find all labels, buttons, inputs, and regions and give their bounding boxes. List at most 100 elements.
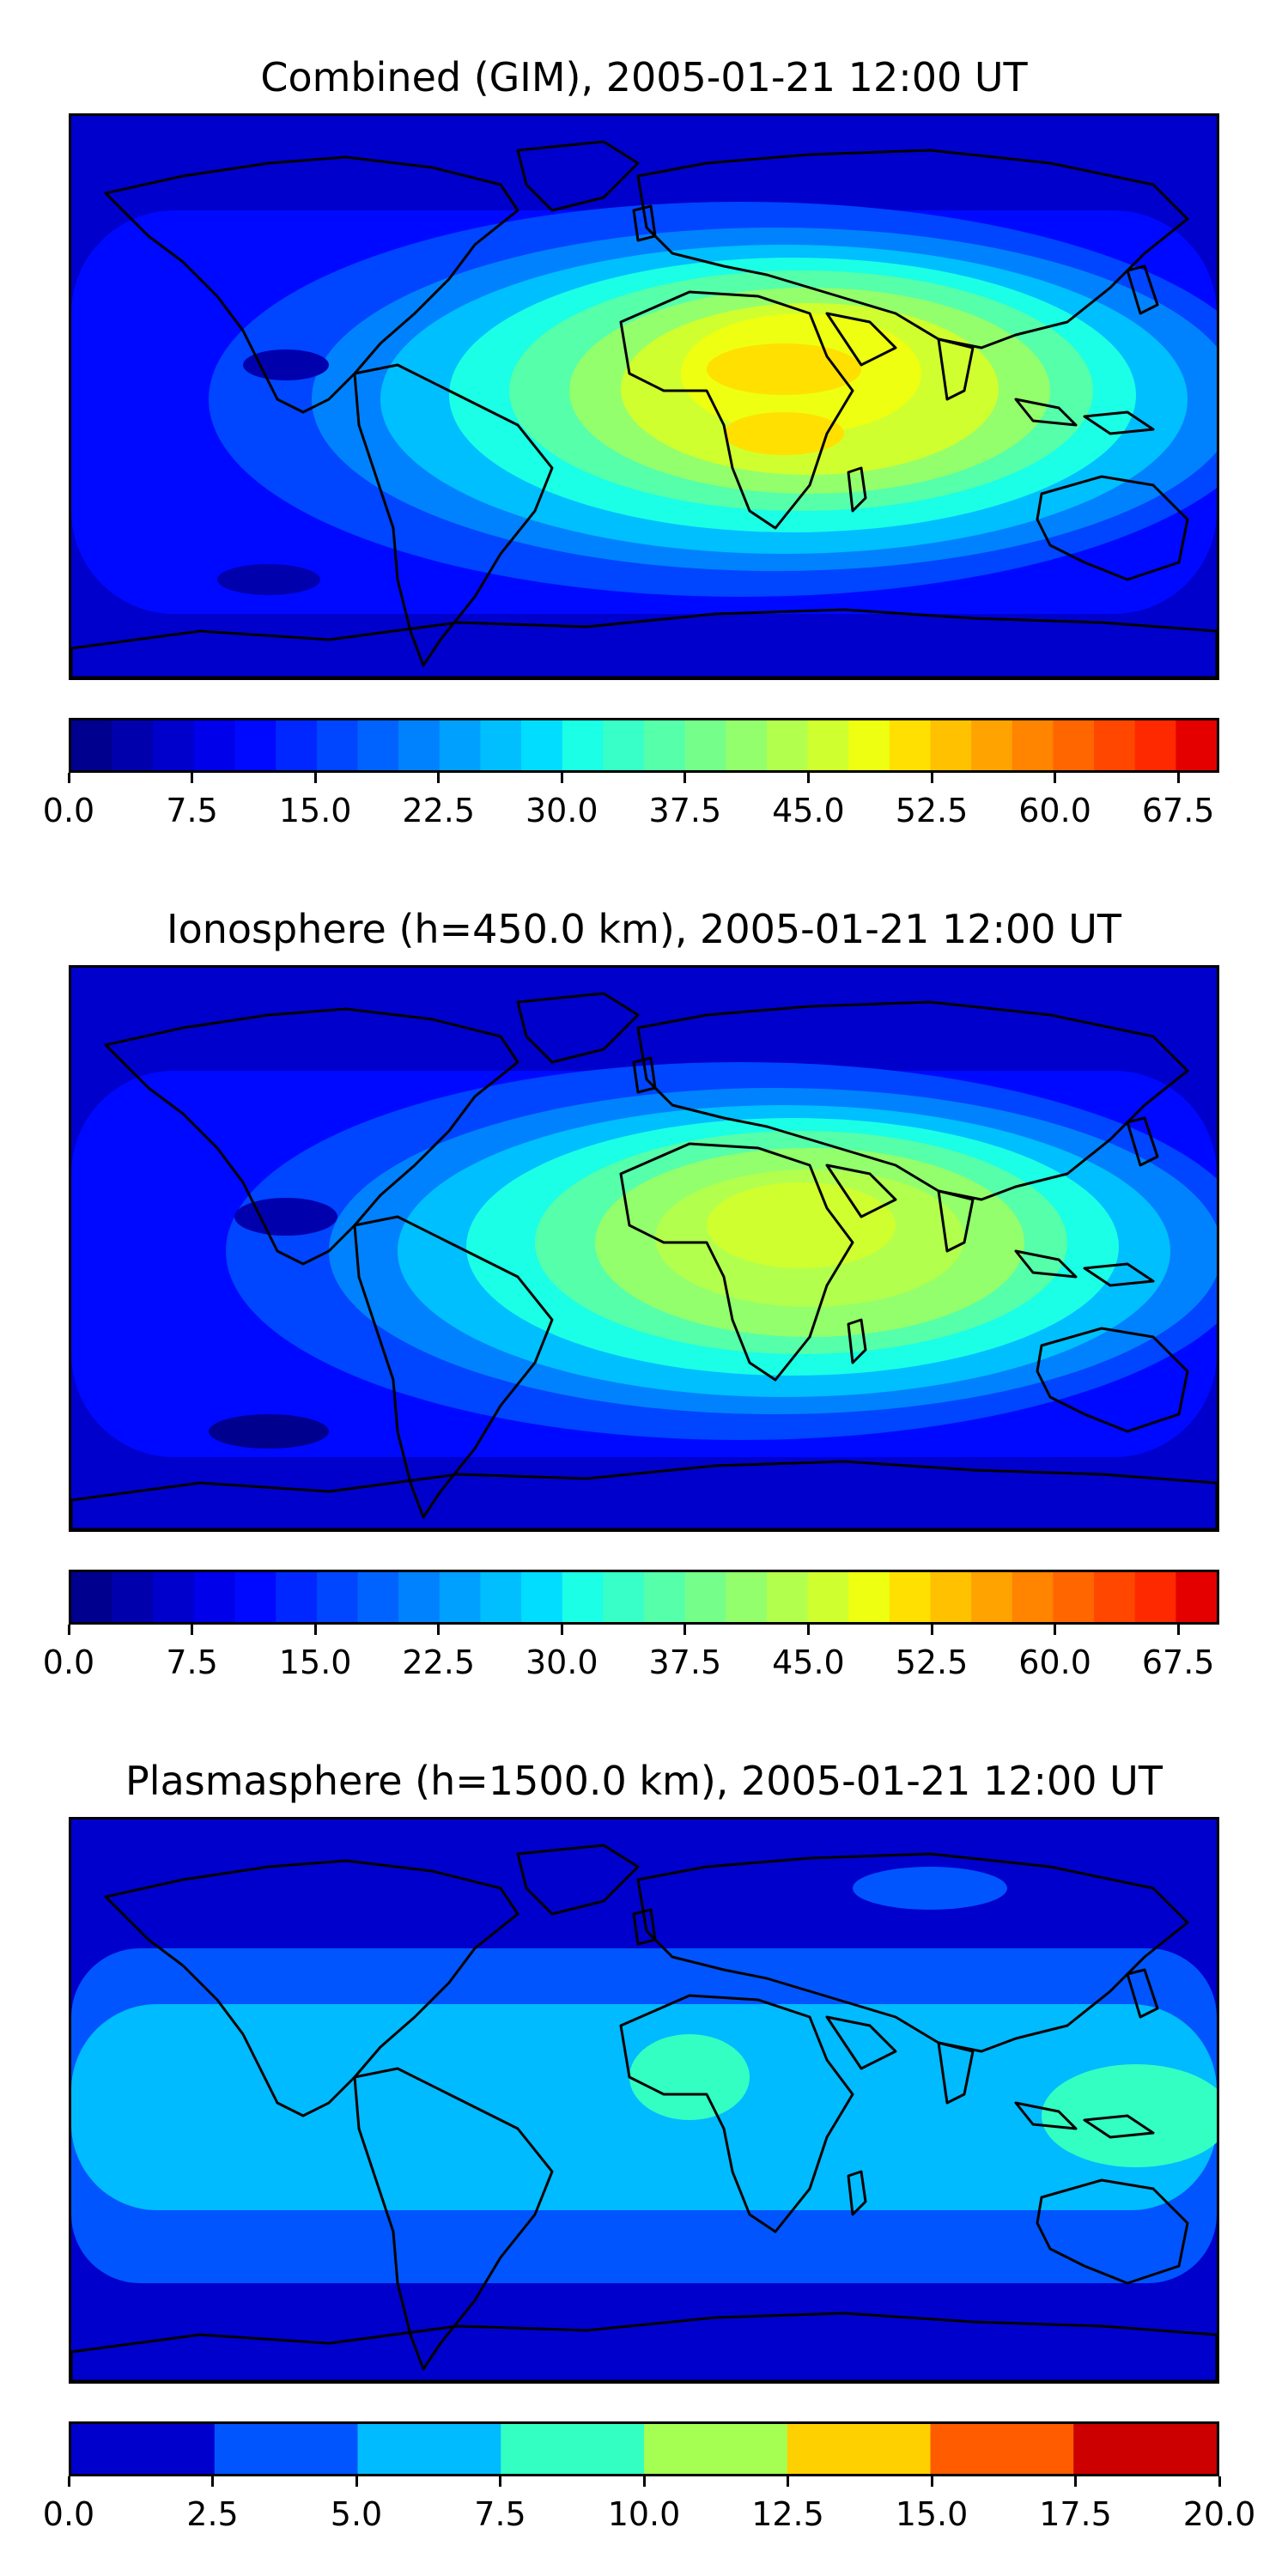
panel-1-title: Combined (GIM), 2005-01-21 12:00 UT: [260, 54, 1028, 100]
map-2-coastline-9: [1014, 1249, 1078, 1279]
map-3-contour-band-1: [71, 2004, 1217, 2210]
colorbar-2-tick-mark: [67, 1625, 70, 1635]
colorbar-1-tick-mark: [191, 773, 194, 783]
colorbar-1-tick-label: 22.5: [402, 792, 476, 829]
map-1-contour-band-11: [217, 564, 320, 595]
map-2-coastline-10: [1083, 1262, 1155, 1287]
colorbar-1-segment-14: [644, 720, 686, 770]
colorbar-2-tick-mark: [313, 1625, 317, 1635]
map-2-coastline-3: [619, 1142, 854, 1382]
map-2-coastline-1: [516, 992, 640, 1064]
map-3-coastline-5: [825, 2015, 897, 2070]
colorbar-1-segment-19: [848, 720, 890, 770]
colorbar-2-tick-mark: [806, 1625, 810, 1635]
map-1-coastline-1: [516, 140, 640, 212]
colorbar-2-segment-16: [726, 1572, 768, 1622]
colorbar-3-segment-07: [1073, 2424, 1217, 2474]
colorbar-2-tick-label: 30.0: [525, 1643, 598, 1681]
colorbar-1-segment-10: [480, 720, 522, 770]
colorbar-2-tick-label: 45.0: [772, 1643, 845, 1681]
map-1-coastline-12: [632, 204, 657, 242]
colorbar-2-tick-label: 67.5: [1141, 1643, 1215, 1681]
colorbar-3-tick-label: 15.0: [895, 2495, 969, 2533]
map-1-coastline-13: [71, 608, 1217, 677]
colorbar-1-segment-23: [1012, 720, 1054, 770]
map-1-coastline-10: [1083, 410, 1155, 435]
colorbar-3-tick-mark: [211, 2476, 214, 2487]
colorbar-3-segment-05: [787, 2424, 931, 2474]
colorbar-2-segment-25: [1094, 1572, 1136, 1622]
colorbar-2-segment-03: [193, 1572, 236, 1622]
colorbar-2-tick-mark: [683, 1625, 687, 1635]
colorbar-1-segment-20: [889, 720, 931, 770]
map-1-coastline-11: [1126, 264, 1159, 315]
map-1-coastline-3: [619, 290, 854, 530]
colorbar-2-segment-07: [357, 1572, 399, 1622]
colorbar-2-tick-mark: [560, 1625, 563, 1635]
colorbar-1-segment-09: [439, 720, 481, 770]
map-2-coastline-2: [353, 1215, 554, 1519]
colorbar-1-segment-12: [562, 720, 604, 770]
colorbar-2-segment-08: [398, 1572, 440, 1622]
colorbar-3-tick-label: 0.0: [42, 2495, 95, 2533]
colorbar-1-segment-16: [726, 720, 768, 770]
map-3-coastline-3: [619, 1994, 854, 2233]
panel-2-title: Ionosphere (h=450.0 km), 2005-01-21 12:0…: [167, 906, 1121, 952]
colorbar-3-tick-label: 20.0: [1182, 2495, 1256, 2533]
colorbar-1-tick-mark: [683, 773, 687, 783]
map-1-coastline-7: [847, 466, 867, 513]
colorbar-3-tick-label: 12.5: [751, 2495, 824, 2533]
colorbar-1-tick-label: 7.5: [166, 792, 218, 829]
colorbar-1-segment-08: [398, 720, 440, 770]
plasmasphere-map: [69, 1817, 1219, 2384]
colorbar-3-segment-00: [71, 2424, 216, 2474]
map-1-coastline-4: [636, 149, 1189, 349]
map-2-contour-band-9: [209, 1414, 329, 1449]
colorbar-2-segment-05: [276, 1572, 318, 1622]
colorbar-2-segment-20: [889, 1572, 931, 1622]
colorbar-2-segment-04: [234, 1572, 276, 1622]
colorbar-3-segment-04: [644, 2424, 788, 2474]
colorbar-2-tick-mark: [191, 1625, 194, 1635]
colorbar-3-segment-03: [501, 2424, 645, 2474]
map-2-coastline-7: [847, 1318, 867, 1364]
colorbar-1-segment-21: [930, 720, 972, 770]
map-2-contour-band-10: [234, 1198, 337, 1236]
colorbar-2-tick-label: 60.0: [1018, 1643, 1091, 1681]
colorbar-3-svg: [71, 2424, 1217, 2474]
colorbar-2-tick-label: 22.5: [402, 1643, 476, 1681]
colorbar-1-tick-mark: [930, 773, 933, 783]
colorbar-2-tick-label: 15.0: [278, 1643, 352, 1681]
map-2-coastline-8: [1036, 1327, 1189, 1433]
colorbar-1-segment-22: [971, 720, 1013, 770]
plasmasphere-colorbar: [69, 2421, 1219, 2476]
colorbar-1-tick-label: 45.0: [772, 792, 845, 829]
map-3-coastline-7: [847, 2170, 867, 2216]
colorbar-3-tick-label: 2.5: [186, 2495, 239, 2533]
colorbar-2-tick-label: 0.0: [42, 1643, 95, 1681]
colorbar-2-tick-label: 7.5: [166, 1643, 218, 1681]
map-1-contour-band-9: [707, 343, 861, 395]
colorbar-1-segment-00: [71, 720, 113, 770]
colorbar-1-segment-26: [1134, 720, 1176, 770]
colorbar-3-segment-02: [357, 2424, 501, 2474]
map-2-svg: [71, 968, 1217, 1529]
map-3-coastline-8: [1036, 2178, 1189, 2285]
colorbar-1-tick-label: 60.0: [1018, 792, 1091, 829]
map-2-coastline-11: [1126, 1116, 1159, 1167]
colorbar-1-segment-15: [684, 720, 726, 770]
colorbar-2-segment-09: [439, 1572, 481, 1622]
colorbar-1-tick-label: 52.5: [895, 792, 969, 829]
colorbar-3-tick-mark: [642, 2476, 646, 2487]
colorbar-2-tick-mark: [930, 1625, 933, 1635]
panel-3-title: Plasmasphere (h=1500.0 km), 2005-01-21 1…: [125, 1758, 1163, 1804]
ionosphere-colorbar: [69, 1570, 1219, 1625]
map-3-coastline-12: [632, 1908, 657, 1946]
colorbar-1-tick-label: 37.5: [648, 792, 722, 829]
colorbar-2-segment-11: [521, 1572, 563, 1622]
map-3-coastline-10: [1083, 2114, 1155, 2139]
colorbar-2-tick-label: 52.5: [895, 1643, 969, 1681]
map-1-svg: [71, 116, 1217, 677]
colorbar-3-tick-label: 10.0: [607, 2495, 681, 2533]
colorbar-3-tick-label: 7.5: [474, 2495, 526, 2533]
